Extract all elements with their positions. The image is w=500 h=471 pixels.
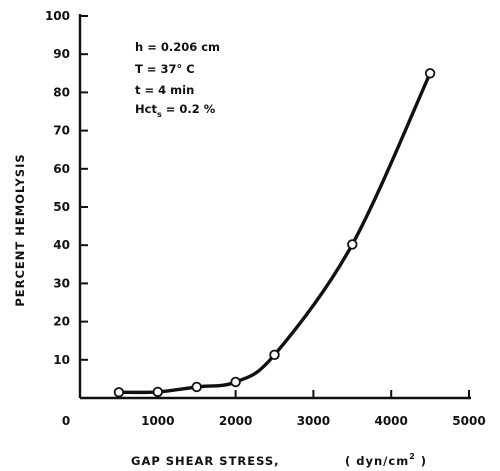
hct-label: Hct — [135, 102, 157, 116]
y-axis: 10 20 30 40 50 60 70 80 90 100 — [45, 9, 88, 367]
y-tick-label: 60 — [53, 162, 70, 176]
x-tick-label: 4000 — [374, 414, 407, 428]
data-point — [113, 387, 125, 398]
x-unit-text: ( dyn/cm — [345, 454, 409, 468]
data-point — [230, 376, 241, 388]
y-tick-label: 90 — [53, 47, 70, 61]
data-point — [347, 239, 358, 250]
annotation-temperature: T = 37° C — [135, 62, 195, 76]
x-unit-superscript: 2 — [409, 452, 416, 461]
hemolysis-curve — [117, 71, 432, 395]
hct-value: = 0.2 % — [162, 102, 216, 116]
data-point — [424, 68, 436, 79]
x-tick-label: 5000 — [452, 414, 485, 428]
x-axis-title: GAP SHEAR STRESS, — [131, 454, 280, 468]
annotation-h: h = 0.206 cm — [135, 40, 220, 54]
y-tick-label: 30 — [53, 276, 70, 290]
data-point — [269, 349, 280, 361]
x-axis: 0 1000 2000 3000 4000 5000 — [62, 390, 486, 428]
y-tick-label: 20 — [53, 315, 70, 329]
data-markers — [113, 68, 436, 398]
data-point — [191, 381, 202, 393]
x-tick-label: 0 — [62, 414, 70, 428]
annotation-hematocrit: Hcts = 0.2 % — [135, 102, 216, 119]
annotation-time: t = 4 min — [135, 83, 194, 97]
x-axis-unit: ( dyn/cm2 ) — [345, 452, 427, 468]
y-tick-label: 100 — [45, 9, 70, 23]
x-unit-close: ) — [416, 454, 427, 468]
y-axis-title: PERCENT HEMOLYSIS — [13, 153, 27, 306]
y-tick-label: 80 — [53, 85, 70, 99]
x-tick-label: 1000 — [141, 414, 174, 428]
x-tick-label: 3000 — [297, 414, 330, 428]
data-point — [152, 386, 164, 398]
y-tick-label: 50 — [53, 200, 70, 214]
y-tick-label: 10 — [53, 353, 70, 367]
y-tick-label: 70 — [53, 124, 70, 138]
x-tick-label: 2000 — [219, 414, 252, 428]
y-tick-label: 40 — [53, 238, 70, 252]
annotation-block: h = 0.206 cm T = 37° C t = 4 min Hcts = … — [135, 40, 220, 119]
hct-subscript: s — [157, 110, 162, 119]
